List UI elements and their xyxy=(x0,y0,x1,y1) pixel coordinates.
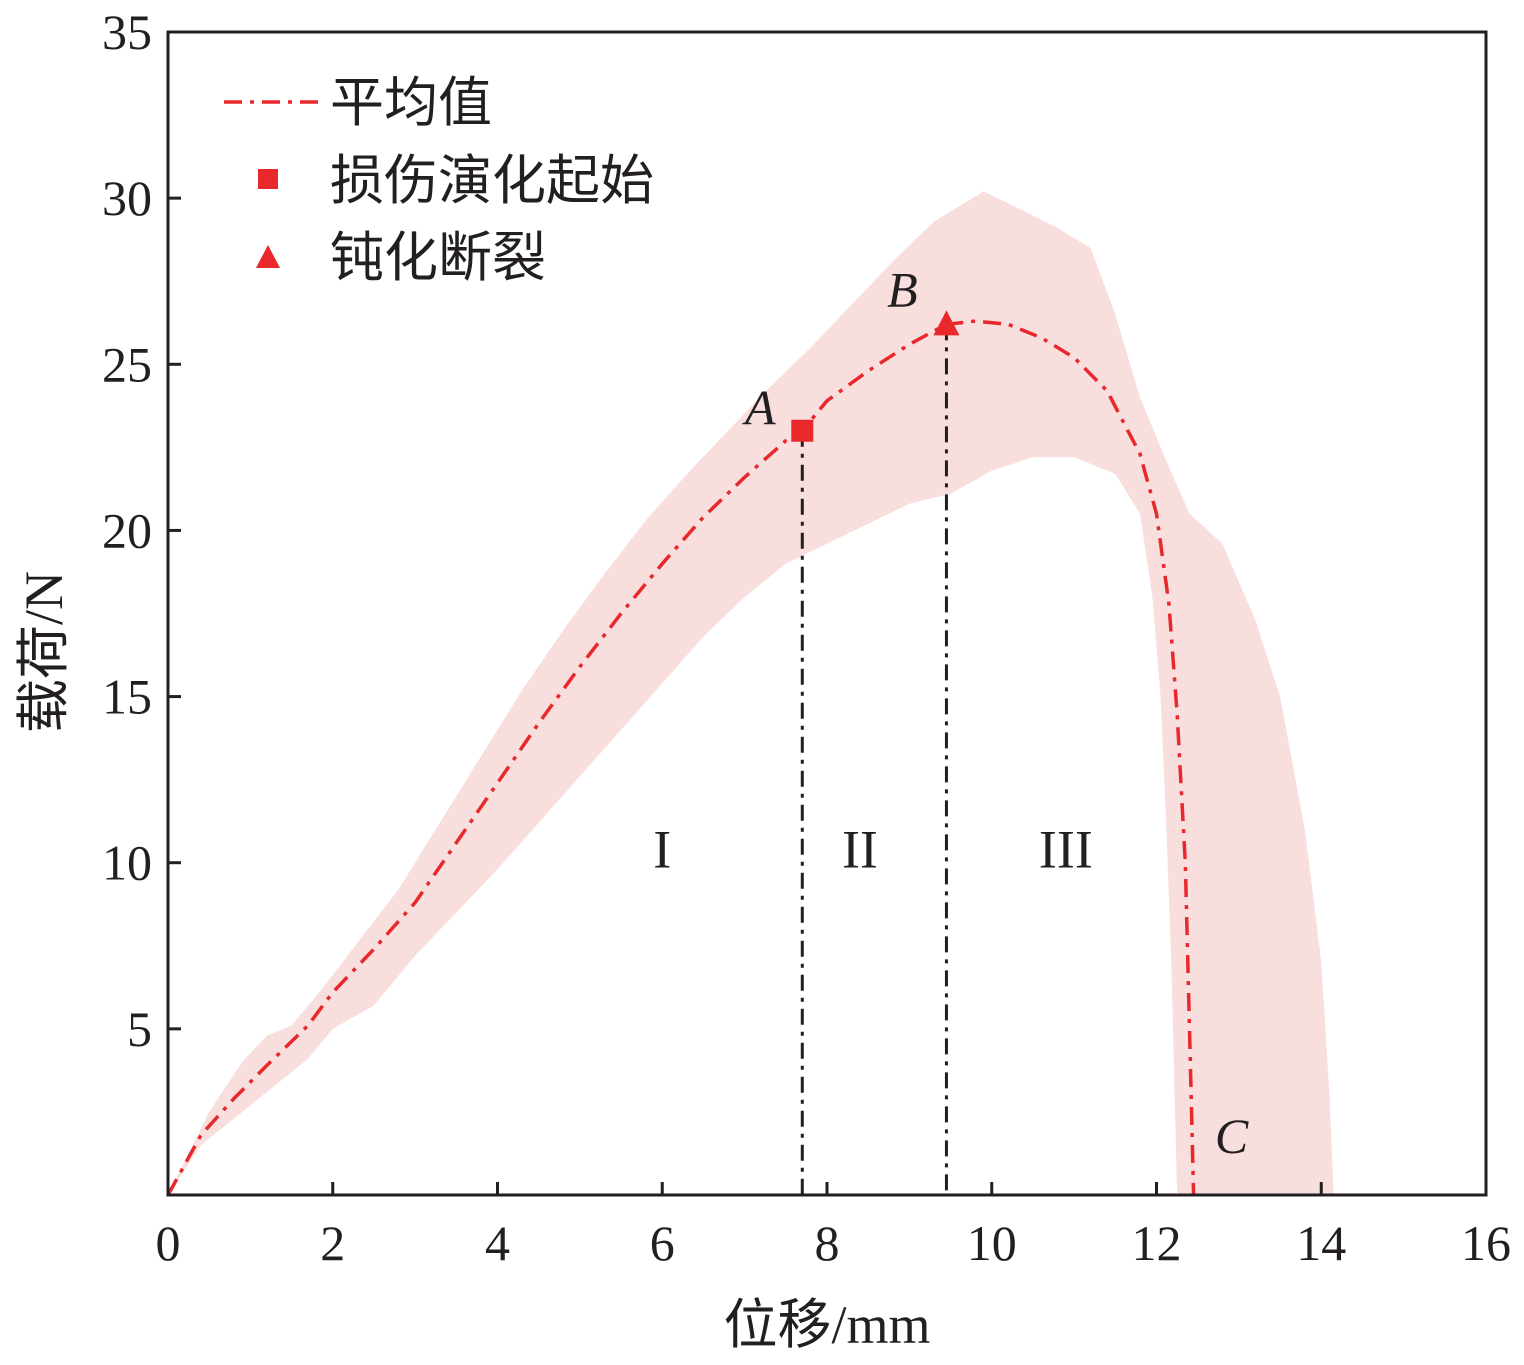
legend-label-mean: 平均值 xyxy=(330,73,492,133)
legend-triangle-swatch xyxy=(256,245,280,268)
marker-A xyxy=(791,419,814,442)
x-axis-label: 位移/mm xyxy=(723,1295,930,1355)
y-tick-label: 20 xyxy=(102,502,152,558)
x-tick-label: 4 xyxy=(485,1215,510,1271)
guide-lines-layer xyxy=(800,324,948,1195)
legend-label-damage-initiation: 损伤演化起始 xyxy=(330,151,654,211)
x-tick-label: 16 xyxy=(1461,1215,1511,1271)
x-tick-label: 14 xyxy=(1296,1215,1346,1271)
y-tick-label: 25 xyxy=(102,336,152,392)
point-label-B: B xyxy=(887,261,918,317)
y-tick-label: 15 xyxy=(102,669,152,725)
marker-B xyxy=(933,310,960,336)
x-tick-label: 6 xyxy=(650,1215,675,1271)
x-tick-label: 10 xyxy=(967,1215,1017,1271)
y-axis-label: 载荷/N xyxy=(14,571,74,733)
x-tick-label: 0 xyxy=(156,1215,181,1271)
x-tick-label: 8 xyxy=(815,1215,840,1271)
region-label-1: I xyxy=(653,819,671,879)
legend: 平均值 损伤演化起始 钝化断裂 xyxy=(224,73,654,288)
y-tick-label: 10 xyxy=(102,835,152,891)
region-label-2: II xyxy=(842,819,878,879)
axes-layer: 0 2 4 6 8 10 12 14 16 5 10 15 20 25 30 35 xyxy=(102,4,1511,1271)
x-tick-label: 12 xyxy=(1132,1215,1182,1271)
legend-square-swatch xyxy=(258,169,278,189)
range-band xyxy=(168,191,1334,1195)
point-label-C: C xyxy=(1215,1108,1249,1164)
y-tick-label: 35 xyxy=(102,4,152,60)
y-tick-label: 30 xyxy=(102,170,152,226)
point-label-A: A xyxy=(742,380,776,436)
markers-layer: A B C xyxy=(742,261,1249,1164)
legend-label-blunting-fracture: 钝化断裂 xyxy=(330,228,546,288)
region-label-3: III xyxy=(1039,819,1093,879)
y-tick-label: 5 xyxy=(127,1001,152,1057)
range-band-layer xyxy=(168,191,1334,1195)
x-tick-label: 2 xyxy=(320,1215,345,1271)
